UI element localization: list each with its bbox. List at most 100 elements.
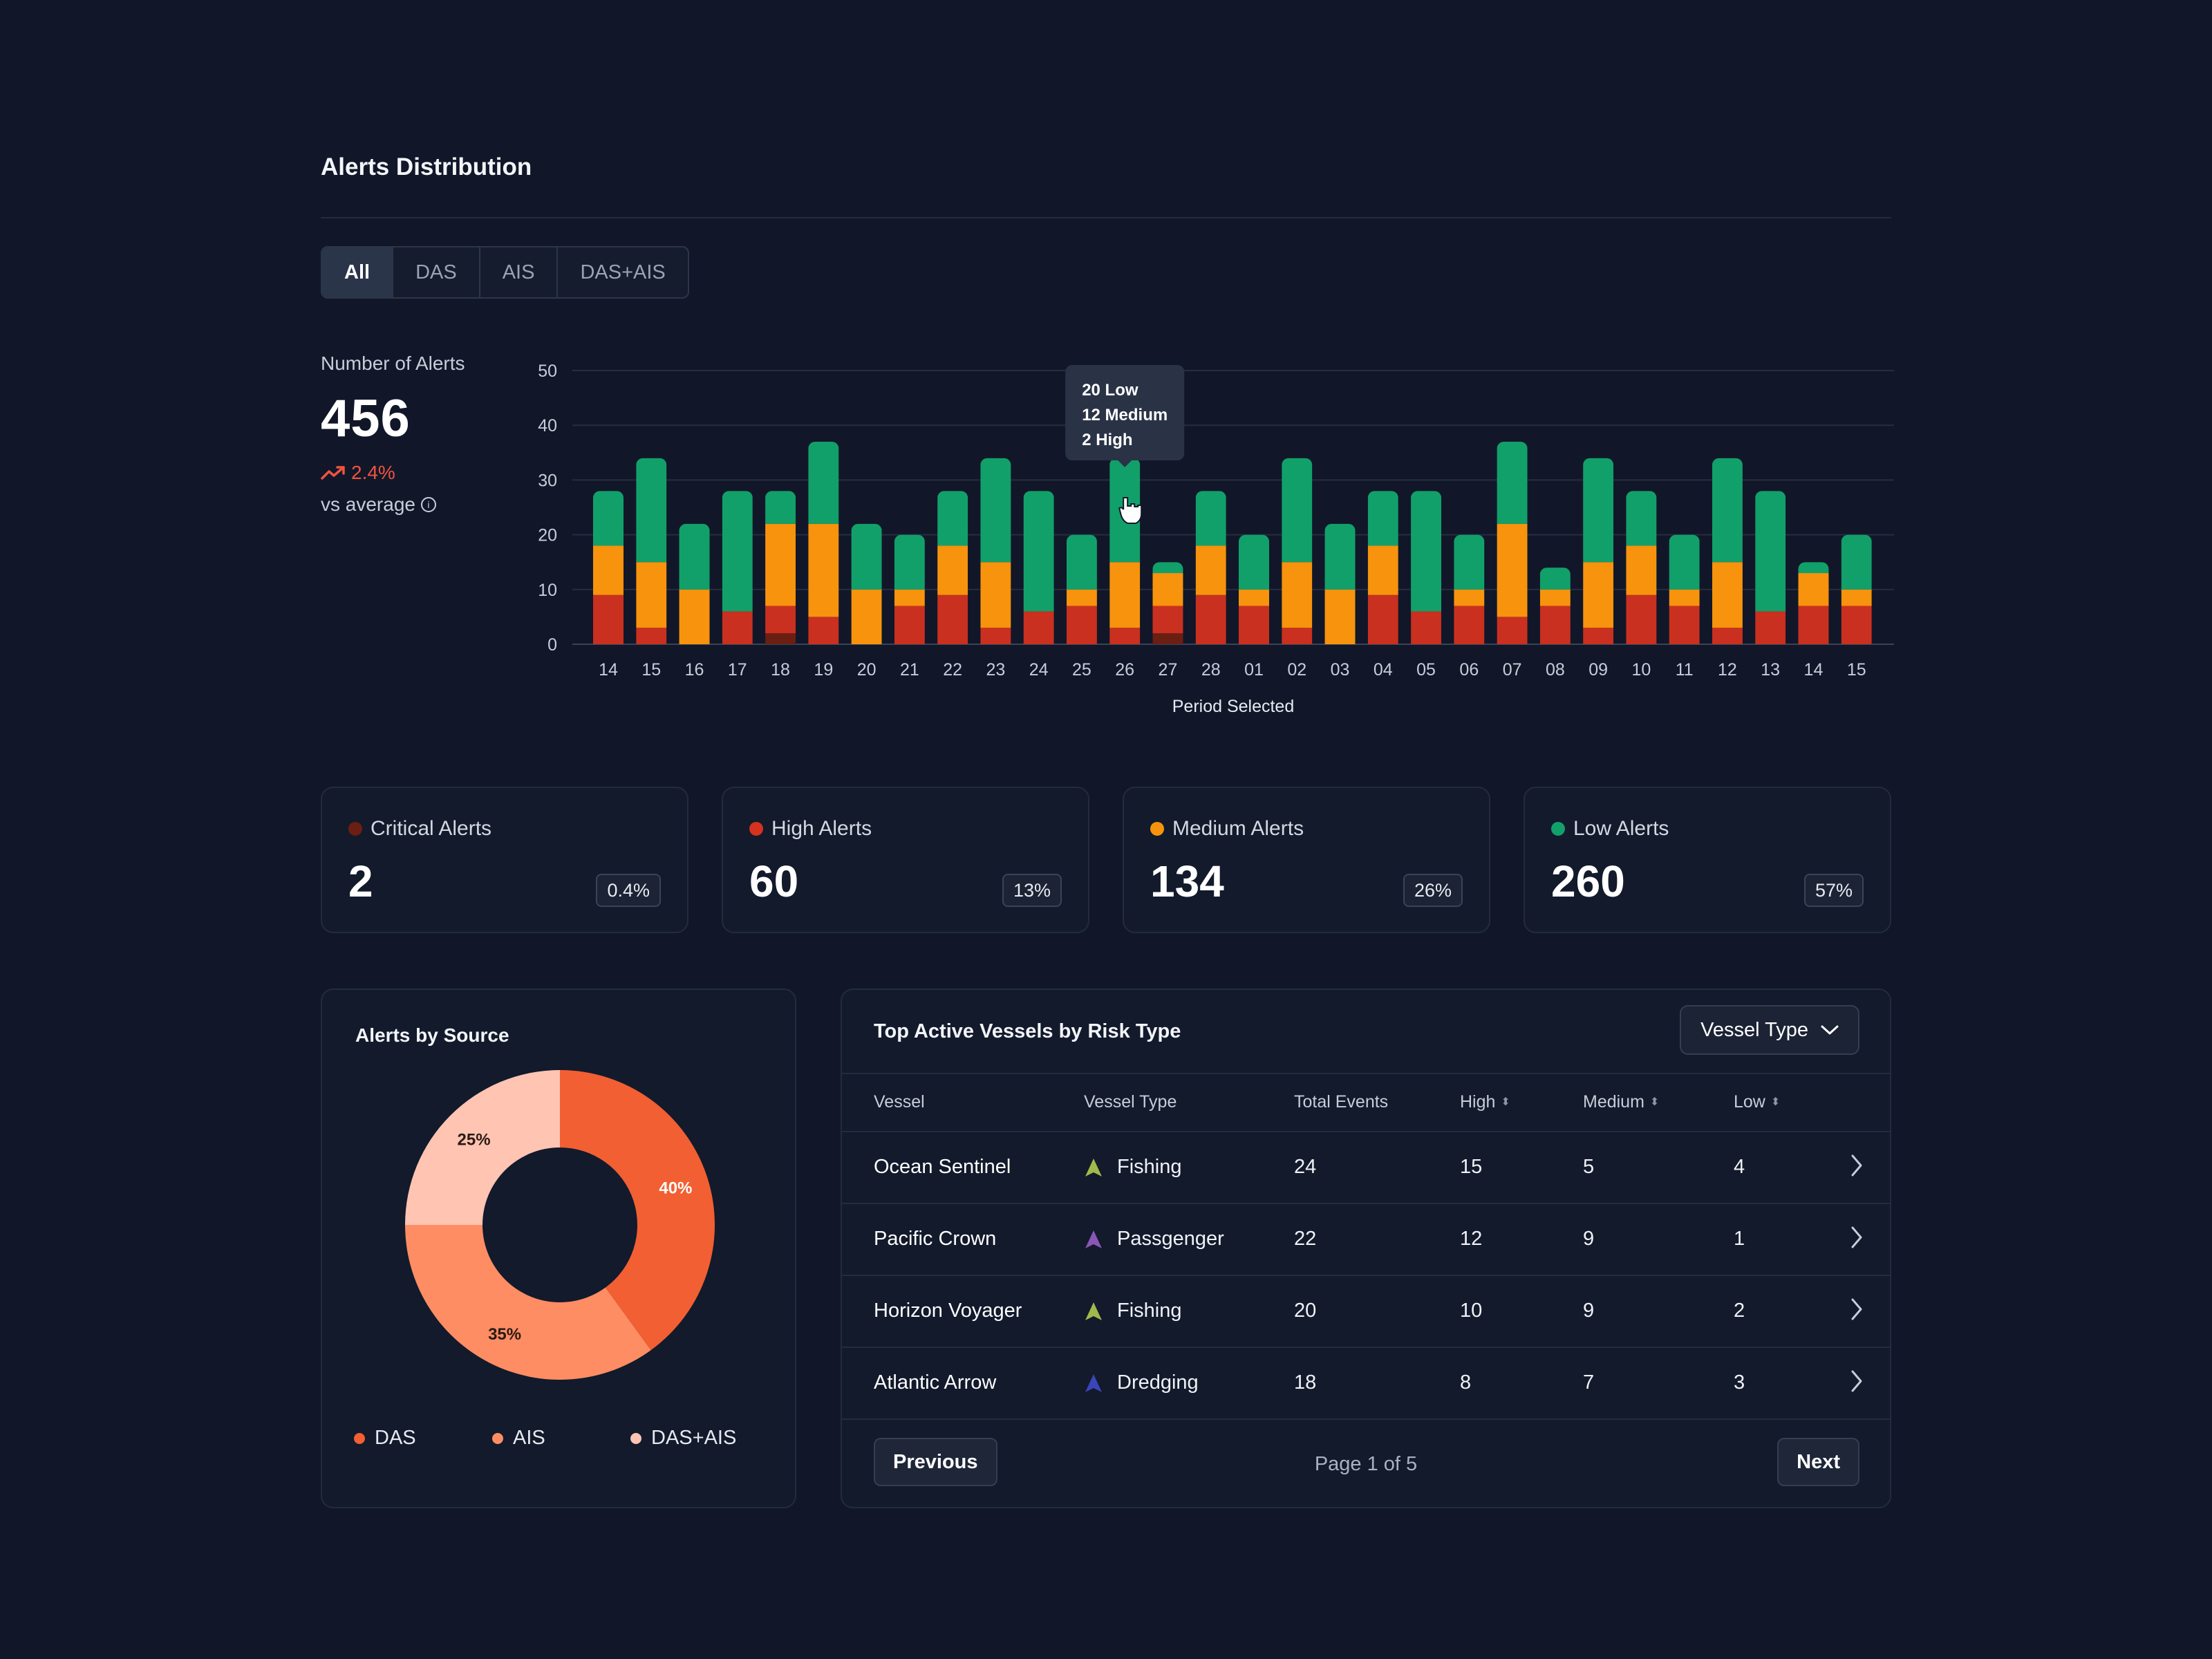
x-axis-label: Period Selected [1172, 697, 1295, 716]
table-row[interactable]: Horizon Voyager Fishing 20 10 9 2 [842, 1276, 1890, 1348]
bar-stack[interactable] [1152, 562, 1183, 644]
bar-stack[interactable] [1497, 441, 1528, 644]
bar-medium [679, 589, 710, 644]
bar-low [636, 458, 667, 563]
bar-medium [1195, 545, 1226, 595]
vessel-type-dropdown[interactable]: Vessel Type [1680, 1005, 1859, 1055]
chevron-right-icon[interactable] [1850, 1297, 1864, 1322]
low-count: 4 [1734, 1156, 1745, 1178]
vessel-arrow-icon [1085, 1158, 1102, 1177]
chevron-right-icon[interactable] [1850, 1369, 1864, 1394]
bar-stack[interactable] [1239, 534, 1269, 644]
bar-medium [1239, 589, 1269, 606]
bar-medium [808, 523, 839, 617]
x-tick-label: 25 [1072, 660, 1091, 679]
bar-stack[interactable] [636, 458, 667, 644]
x-tick-label: 18 [771, 660, 790, 679]
bar-medium [1841, 589, 1872, 606]
stat-card-critical: Critical Alerts 2 0.4% [321, 787, 688, 933]
col-total-events: Total Events [1294, 1092, 1388, 1112]
vessel-type-cell: Passgenger [1084, 1228, 1224, 1250]
donut-slice-das-ais[interactable] [405, 1070, 560, 1225]
x-tick-label: 15 [1847, 660, 1866, 679]
bar-medium [1539, 589, 1571, 606]
tab-all[interactable]: All [322, 247, 394, 297]
bar-stack[interactable] [1539, 568, 1571, 644]
total-events: 20 [1294, 1300, 1317, 1322]
bar-stack[interactable] [1023, 491, 1054, 644]
x-tick-label: 14 [599, 660, 618, 679]
previous-button[interactable]: Previous [874, 1438, 997, 1486]
bar-high [636, 628, 667, 644]
x-tick-label: 06 [1459, 660, 1479, 679]
bar-stack[interactable] [937, 491, 968, 644]
bar-stack[interactable] [722, 491, 753, 644]
stat-label: Low Alerts [1573, 817, 1669, 840]
chevron-right-icon[interactable] [1850, 1225, 1864, 1250]
bar-stack[interactable] [1798, 562, 1829, 644]
col-vessel-type: Vessel Type [1084, 1092, 1177, 1112]
bar-stack[interactable] [679, 523, 710, 644]
bar-stack[interactable] [1712, 458, 1743, 644]
bar-high [1109, 628, 1141, 644]
tab-ais[interactable]: AIS [480, 247, 559, 297]
bar-stack[interactable] [1411, 491, 1442, 644]
total-events: 18 [1294, 1371, 1317, 1394]
table-row[interactable]: Ocean Sentinel Fishing 24 15 5 4 [842, 1132, 1890, 1204]
bar-stack[interactable] [1669, 534, 1700, 644]
col-high[interactable]: High ⬍ [1460, 1092, 1510, 1112]
bar-low [1282, 458, 1313, 563]
vessel-type: Fishing [1117, 1156, 1182, 1178]
vessel-arrow-icon [1085, 1374, 1102, 1392]
bar-low [1066, 534, 1097, 590]
bar-high [1023, 611, 1054, 644]
bar-stack[interactable] [1066, 534, 1097, 644]
x-tick-label: 04 [1374, 660, 1393, 679]
stat-percent-badge: 13% [1002, 874, 1062, 907]
bar-stack[interactable] [1195, 491, 1226, 644]
bar-stack[interactable] [765, 491, 796, 644]
bar-stack[interactable] [1454, 534, 1485, 644]
x-tick-label: 03 [1331, 660, 1350, 679]
source-card-title: Alerts by Source [355, 1024, 509, 1046]
das-ais-dot [630, 1432, 641, 1444]
table-row[interactable]: Atlantic Arrow Dredging 18 8 7 3 [842, 1348, 1890, 1420]
bar-stack[interactable] [1367, 491, 1398, 644]
bar-stack[interactable] [808, 441, 839, 644]
bar-medium [1109, 562, 1141, 628]
medium-dot [1150, 822, 1164, 836]
bar-stack[interactable] [1755, 491, 1786, 644]
bar-stack[interactable] [1841, 534, 1872, 644]
vessel-arrow-icon [1085, 1302, 1102, 1320]
bar-stack[interactable] [1583, 458, 1614, 644]
sort-icon: ⬍ [1501, 1096, 1510, 1108]
col-medium[interactable]: Medium ⬍ [1583, 1092, 1659, 1112]
bar-low [851, 523, 882, 590]
bar-high [1411, 611, 1442, 644]
bar-low [1626, 491, 1657, 546]
next-button[interactable]: Next [1777, 1438, 1859, 1486]
bar-stack[interactable] [1324, 523, 1356, 644]
kpi-label: Number of Alerts [321, 353, 465, 374]
tab-das-ais[interactable]: DAS+AIS [580, 261, 666, 283]
bar-stack[interactable] [1626, 491, 1657, 644]
stat-value: 2 [348, 856, 373, 906]
chevron-right-icon[interactable] [1850, 1153, 1864, 1178]
tab-das[interactable]: DAS [393, 247, 480, 297]
bar-stack[interactable] [1109, 458, 1141, 644]
bar-stack[interactable] [593, 491, 624, 644]
info-icon[interactable]: i [420, 497, 436, 512]
donut-slice-ais[interactable] [405, 1225, 651, 1380]
col-low[interactable]: Low ⬍ [1734, 1092, 1780, 1112]
bar-low [1798, 562, 1829, 574]
donut-slice-das[interactable] [560, 1070, 715, 1351]
bar-stack[interactable] [851, 523, 882, 644]
bar-stack[interactable] [980, 458, 1011, 644]
source-donut-chart: 40% 35% 25% [405, 1070, 715, 1380]
bar-high [1066, 606, 1097, 644]
bar-stack[interactable] [894, 534, 925, 644]
table-row[interactable]: Pacific Crown Passgenger 22 12 9 1 [842, 1204, 1890, 1276]
bar-stack[interactable] [1282, 458, 1313, 644]
bar-low [1841, 534, 1872, 590]
stat-label: High Alerts [771, 817, 872, 840]
